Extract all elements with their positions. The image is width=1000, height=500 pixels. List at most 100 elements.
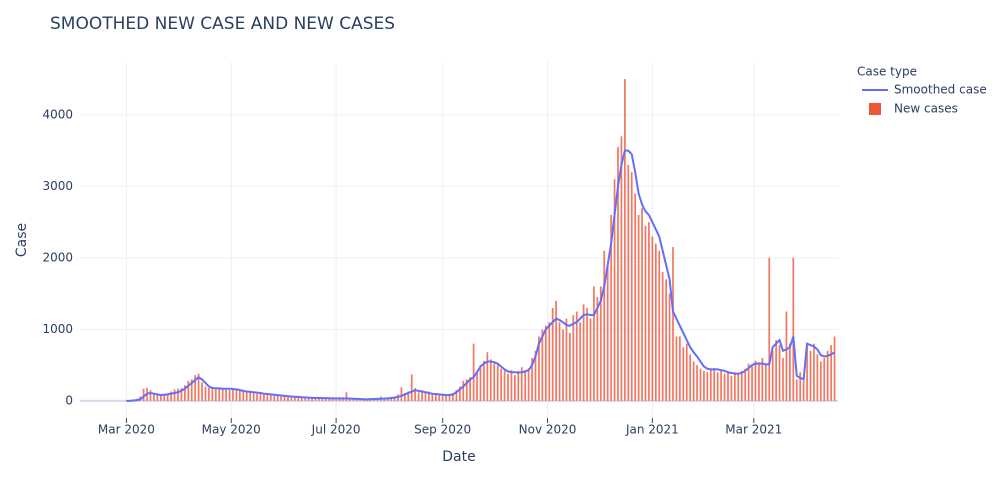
bar <box>641 207 643 401</box>
bar <box>163 394 166 401</box>
bar <box>393 396 396 401</box>
bar <box>259 392 262 401</box>
bar <box>293 396 296 401</box>
bar <box>685 343 688 401</box>
bar <box>689 354 692 401</box>
bar <box>273 395 276 401</box>
bar <box>507 373 509 401</box>
bar <box>469 377 472 401</box>
bar <box>596 297 599 401</box>
x-tick-label: Mar 2020 <box>98 423 155 437</box>
bar <box>778 345 781 401</box>
bar <box>493 363 496 401</box>
bar <box>785 311 788 401</box>
bar <box>514 375 516 401</box>
bar <box>170 391 172 401</box>
bar <box>627 164 630 401</box>
bar <box>483 360 485 401</box>
bar <box>544 325 547 401</box>
bar <box>764 363 767 401</box>
bar <box>534 350 537 401</box>
bar <box>221 389 224 401</box>
bar <box>672 247 674 401</box>
bar <box>245 392 248 401</box>
bar <box>348 398 351 401</box>
bar <box>287 396 289 401</box>
bar <box>410 374 413 401</box>
bar <box>586 307 588 401</box>
bar <box>424 392 427 401</box>
bar <box>603 250 606 401</box>
bar <box>668 293 671 401</box>
bar <box>149 390 152 401</box>
bar <box>624 79 626 401</box>
bar <box>675 336 678 401</box>
bar <box>142 388 145 401</box>
bar <box>617 147 619 401</box>
bar <box>555 300 557 401</box>
bar <box>716 372 719 401</box>
bar <box>249 390 252 401</box>
bar <box>201 382 203 401</box>
bar <box>331 398 334 401</box>
bar <box>407 391 410 401</box>
bar <box>304 397 307 401</box>
bar <box>156 395 159 401</box>
bar <box>159 395 162 401</box>
bar <box>665 279 667 401</box>
bar <box>751 366 753 401</box>
bar <box>517 370 520 401</box>
bar <box>579 322 582 401</box>
bar <box>692 361 695 401</box>
bar <box>706 372 709 401</box>
chart-title: SMOOTHED NEW CASE AND NEW CASES <box>50 14 395 34</box>
bar <box>661 272 664 401</box>
bar <box>459 386 461 401</box>
bar <box>489 359 492 401</box>
bar <box>441 394 444 401</box>
bar <box>538 336 540 401</box>
bar <box>730 375 733 401</box>
bar <box>166 393 169 401</box>
bar <box>328 397 331 401</box>
bar <box>575 311 578 401</box>
bar <box>455 390 458 401</box>
bar <box>679 336 681 401</box>
bar <box>830 345 832 401</box>
bar <box>194 375 197 401</box>
bar <box>833 336 836 401</box>
bar <box>252 392 255 401</box>
bar <box>452 392 454 401</box>
bar <box>565 318 568 401</box>
bar <box>651 236 654 401</box>
y-tick-label: 2000 <box>42 250 73 264</box>
legend-label: New cases <box>894 102 958 116</box>
bar <box>809 350 812 401</box>
bar <box>400 387 403 401</box>
bar <box>562 329 564 401</box>
bar <box>558 322 561 401</box>
legend-label: Smoothed case <box>894 83 987 97</box>
bar <box>813 343 815 401</box>
bar <box>503 370 506 401</box>
bar <box>771 350 774 401</box>
bar <box>709 368 712 401</box>
bar <box>823 357 826 401</box>
bar <box>789 343 791 401</box>
bar <box>524 370 527 401</box>
bar <box>637 214 640 401</box>
bar <box>761 357 764 401</box>
bar <box>816 354 819 401</box>
bar <box>610 214 612 401</box>
bar <box>775 340 777 401</box>
bar <box>758 362 760 401</box>
bar <box>355 399 358 401</box>
bar <box>359 399 362 401</box>
bar <box>703 370 705 401</box>
bar <box>476 370 478 401</box>
y-axis-title: Case <box>14 223 30 257</box>
bar <box>342 398 344 401</box>
bar <box>307 397 310 401</box>
bar <box>321 398 324 401</box>
bar <box>324 398 327 401</box>
